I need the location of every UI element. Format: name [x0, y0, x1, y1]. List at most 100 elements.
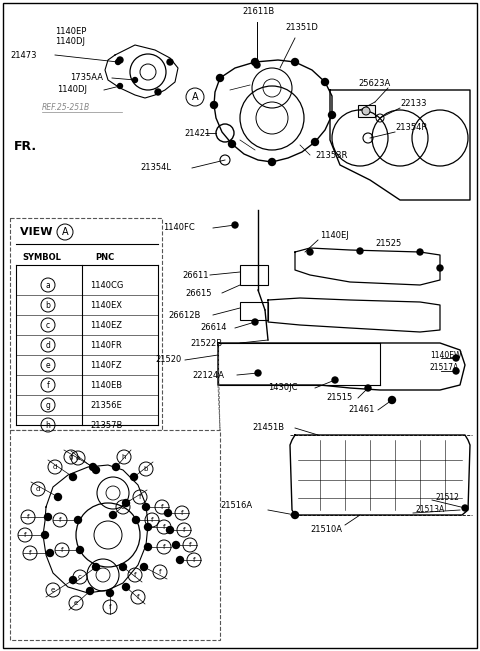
- Circle shape: [462, 505, 468, 511]
- Text: 1140EW: 1140EW: [430, 350, 461, 359]
- Circle shape: [291, 512, 299, 518]
- Text: A: A: [192, 92, 198, 102]
- Circle shape: [76, 546, 84, 553]
- Circle shape: [122, 583, 130, 590]
- Text: e: e: [74, 600, 78, 606]
- Circle shape: [70, 577, 76, 583]
- Circle shape: [107, 590, 113, 596]
- Circle shape: [172, 542, 180, 549]
- Text: 21517A: 21517A: [430, 363, 459, 372]
- Text: 1140EX: 1140EX: [90, 301, 122, 309]
- Circle shape: [131, 473, 137, 480]
- Text: f: f: [24, 532, 26, 538]
- Text: f: f: [47, 380, 49, 389]
- Text: 21512: 21512: [435, 493, 459, 503]
- Text: f: f: [193, 557, 195, 563]
- Text: f: f: [189, 542, 191, 548]
- Text: d: d: [46, 340, 50, 350]
- Text: 1140EP: 1140EP: [55, 27, 86, 36]
- Circle shape: [122, 499, 130, 506]
- Text: SYMBOL: SYMBOL: [22, 253, 61, 262]
- Text: 21515: 21515: [326, 393, 352, 402]
- Circle shape: [55, 493, 61, 501]
- Text: 21357B: 21357B: [90, 421, 122, 430]
- Text: h: h: [122, 454, 126, 460]
- Circle shape: [141, 564, 147, 570]
- Text: 26611: 26611: [182, 271, 208, 279]
- Text: c: c: [46, 320, 50, 329]
- Circle shape: [112, 464, 120, 471]
- Text: 21354L: 21354L: [140, 163, 171, 173]
- Text: f: f: [139, 494, 141, 500]
- Text: f: f: [61, 547, 63, 553]
- Text: 26612B: 26612B: [168, 311, 200, 320]
- Text: 21510A: 21510A: [310, 525, 342, 534]
- Text: f: f: [137, 594, 139, 600]
- Circle shape: [45, 514, 51, 521]
- Text: 21353R: 21353R: [315, 150, 348, 159]
- Text: f: f: [27, 514, 29, 520]
- Circle shape: [453, 355, 459, 361]
- Circle shape: [255, 370, 261, 376]
- Text: 21354R: 21354R: [395, 122, 427, 132]
- Text: c: c: [78, 574, 82, 580]
- Circle shape: [252, 319, 258, 325]
- Circle shape: [228, 141, 236, 148]
- Text: 21525: 21525: [375, 238, 401, 247]
- Text: 22124A: 22124A: [192, 370, 224, 380]
- Text: f: f: [59, 517, 61, 523]
- Circle shape: [332, 377, 338, 383]
- Text: A: A: [62, 227, 68, 237]
- Circle shape: [307, 249, 313, 255]
- Bar: [10, 218, 162, 430]
- Text: f: f: [109, 604, 111, 610]
- Text: f: f: [163, 524, 165, 530]
- Text: 26615: 26615: [185, 288, 212, 298]
- Text: g: g: [46, 400, 50, 409]
- Text: e: e: [51, 587, 55, 593]
- Circle shape: [165, 510, 171, 516]
- Circle shape: [144, 523, 152, 531]
- Text: 1140EZ: 1140EZ: [90, 320, 122, 329]
- Bar: [240, 302, 268, 320]
- Circle shape: [216, 74, 224, 81]
- Circle shape: [86, 587, 94, 594]
- Circle shape: [109, 512, 117, 518]
- Circle shape: [252, 59, 259, 66]
- Circle shape: [155, 89, 161, 95]
- Text: 21451B: 21451B: [252, 424, 284, 432]
- Circle shape: [132, 516, 140, 523]
- Circle shape: [312, 139, 319, 146]
- Text: 21473: 21473: [10, 51, 36, 59]
- Text: 21421: 21421: [184, 128, 210, 137]
- Circle shape: [143, 503, 149, 510]
- Text: 1140FZ: 1140FZ: [90, 361, 121, 370]
- Text: VIEW: VIEW: [20, 227, 56, 237]
- Text: d: d: [53, 464, 57, 470]
- Circle shape: [70, 473, 76, 480]
- Circle shape: [254, 62, 260, 68]
- Text: 1140EJ: 1140EJ: [320, 230, 349, 240]
- Text: f: f: [181, 510, 183, 516]
- Circle shape: [357, 248, 363, 254]
- Circle shape: [89, 464, 96, 471]
- Circle shape: [117, 57, 123, 63]
- Text: 1140FC: 1140FC: [163, 223, 195, 232]
- Circle shape: [74, 516, 82, 523]
- Circle shape: [120, 564, 127, 570]
- Circle shape: [93, 564, 99, 570]
- Circle shape: [177, 557, 183, 564]
- Circle shape: [144, 544, 152, 551]
- Text: d: d: [36, 486, 40, 492]
- Text: PNC: PNC: [95, 253, 114, 262]
- Text: c: c: [121, 504, 125, 510]
- Text: 21513A: 21513A: [415, 505, 444, 514]
- Text: REF.25-251B: REF.25-251B: [42, 104, 90, 113]
- Text: FR.: FR.: [14, 141, 37, 154]
- Circle shape: [132, 77, 137, 83]
- Text: 21351D: 21351D: [285, 23, 318, 33]
- Text: 1735AA: 1735AA: [70, 74, 103, 83]
- Text: 21522B: 21522B: [190, 339, 222, 348]
- Bar: [10, 430, 220, 640]
- Circle shape: [328, 111, 336, 118]
